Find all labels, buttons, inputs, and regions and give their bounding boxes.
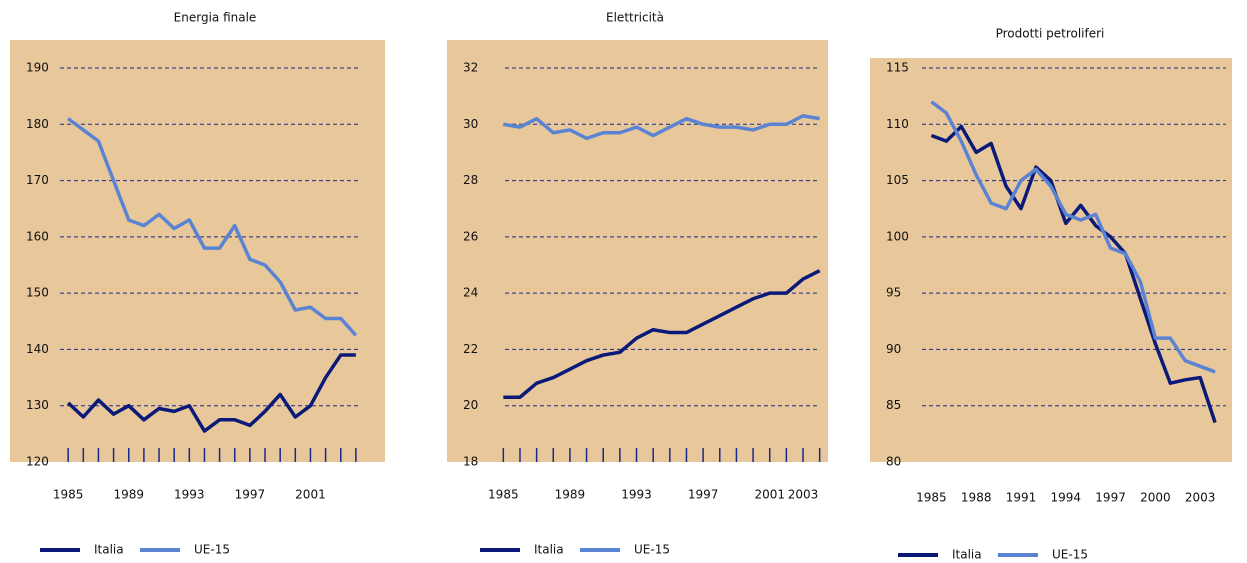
legend-label: UE-15 [194, 543, 230, 557]
series-line [930, 124, 1217, 424]
y-tick-label: 110 [886, 117, 909, 131]
plot-background [10, 40, 385, 462]
x-tick-label: 1997 [688, 488, 719, 502]
y-tick-label: 18 [463, 455, 478, 469]
y-tick-label: 26 [463, 229, 478, 243]
y-tick-label: 150 [26, 286, 49, 300]
y-tick-label: 22 [463, 342, 478, 356]
y-tick-label: 30 [463, 117, 478, 131]
y-tick-label: 120 [26, 455, 49, 469]
plot-background [870, 58, 1232, 462]
x-tick-label: 1991 [1006, 491, 1037, 505]
series-line [67, 117, 358, 337]
x-tick-label: 1993 [174, 488, 205, 502]
x-tick-label: 1985 [916, 491, 947, 505]
y-tick-label: 130 [26, 398, 49, 412]
x-tick-label: 2000 [1140, 491, 1171, 505]
y-tick-label: 24 [463, 286, 478, 300]
x-tick-label: 1997 [235, 488, 266, 502]
legend-label: Italia [94, 543, 124, 557]
x-tick-label: 1997 [1095, 491, 1126, 505]
y-tick-label: 105 [886, 173, 909, 187]
y-tick-label: 90 [886, 342, 901, 356]
legend-label: UE-15 [634, 543, 670, 557]
chart-title: Prodotti petroliferi [996, 27, 1105, 41]
y-tick-label: 180 [26, 117, 49, 131]
x-tick-label: 2003 [788, 488, 819, 502]
y-tick-label: 170 [26, 173, 49, 187]
x-tick-label: 1993 [621, 488, 652, 502]
x-tick-label: 1989 [555, 488, 586, 502]
y-tick-label: 115 [886, 61, 909, 75]
y-tick-label: 85 [886, 398, 901, 412]
x-tick-label: 1989 [113, 488, 144, 502]
series-line [66, 353, 356, 433]
y-tick-label: 80 [886, 455, 901, 469]
y-tick-label: 140 [26, 342, 49, 356]
legend-label: UE-15 [1052, 548, 1088, 562]
x-tick-label: 1985 [488, 488, 519, 502]
series-line [503, 114, 820, 141]
plot-background [447, 40, 828, 462]
x-tick-label: 1988 [961, 491, 992, 505]
y-tick-label: 160 [26, 229, 49, 243]
series-line [503, 269, 821, 400]
y-tick-label: 190 [26, 61, 49, 75]
y-tick-label: 95 [886, 286, 901, 300]
chart-title: Elettricità [606, 11, 664, 25]
y-tick-label: 20 [463, 398, 478, 412]
legend-label: Italia [952, 548, 982, 562]
x-tick-label: 2003 [1185, 491, 1216, 505]
legend-label: Italia [534, 543, 564, 557]
chart-title: Energia finale [174, 11, 257, 25]
x-tick-label: 2001 [754, 488, 785, 502]
x-tick-label: 1985 [53, 488, 84, 502]
series-line [930, 100, 1216, 374]
y-tick-label: 28 [463, 173, 478, 187]
y-tick-label: 100 [886, 229, 909, 243]
x-tick-label: 1994 [1051, 491, 1082, 505]
x-tick-label: 2001 [295, 488, 326, 502]
y-tick-label: 32 [463, 61, 478, 75]
